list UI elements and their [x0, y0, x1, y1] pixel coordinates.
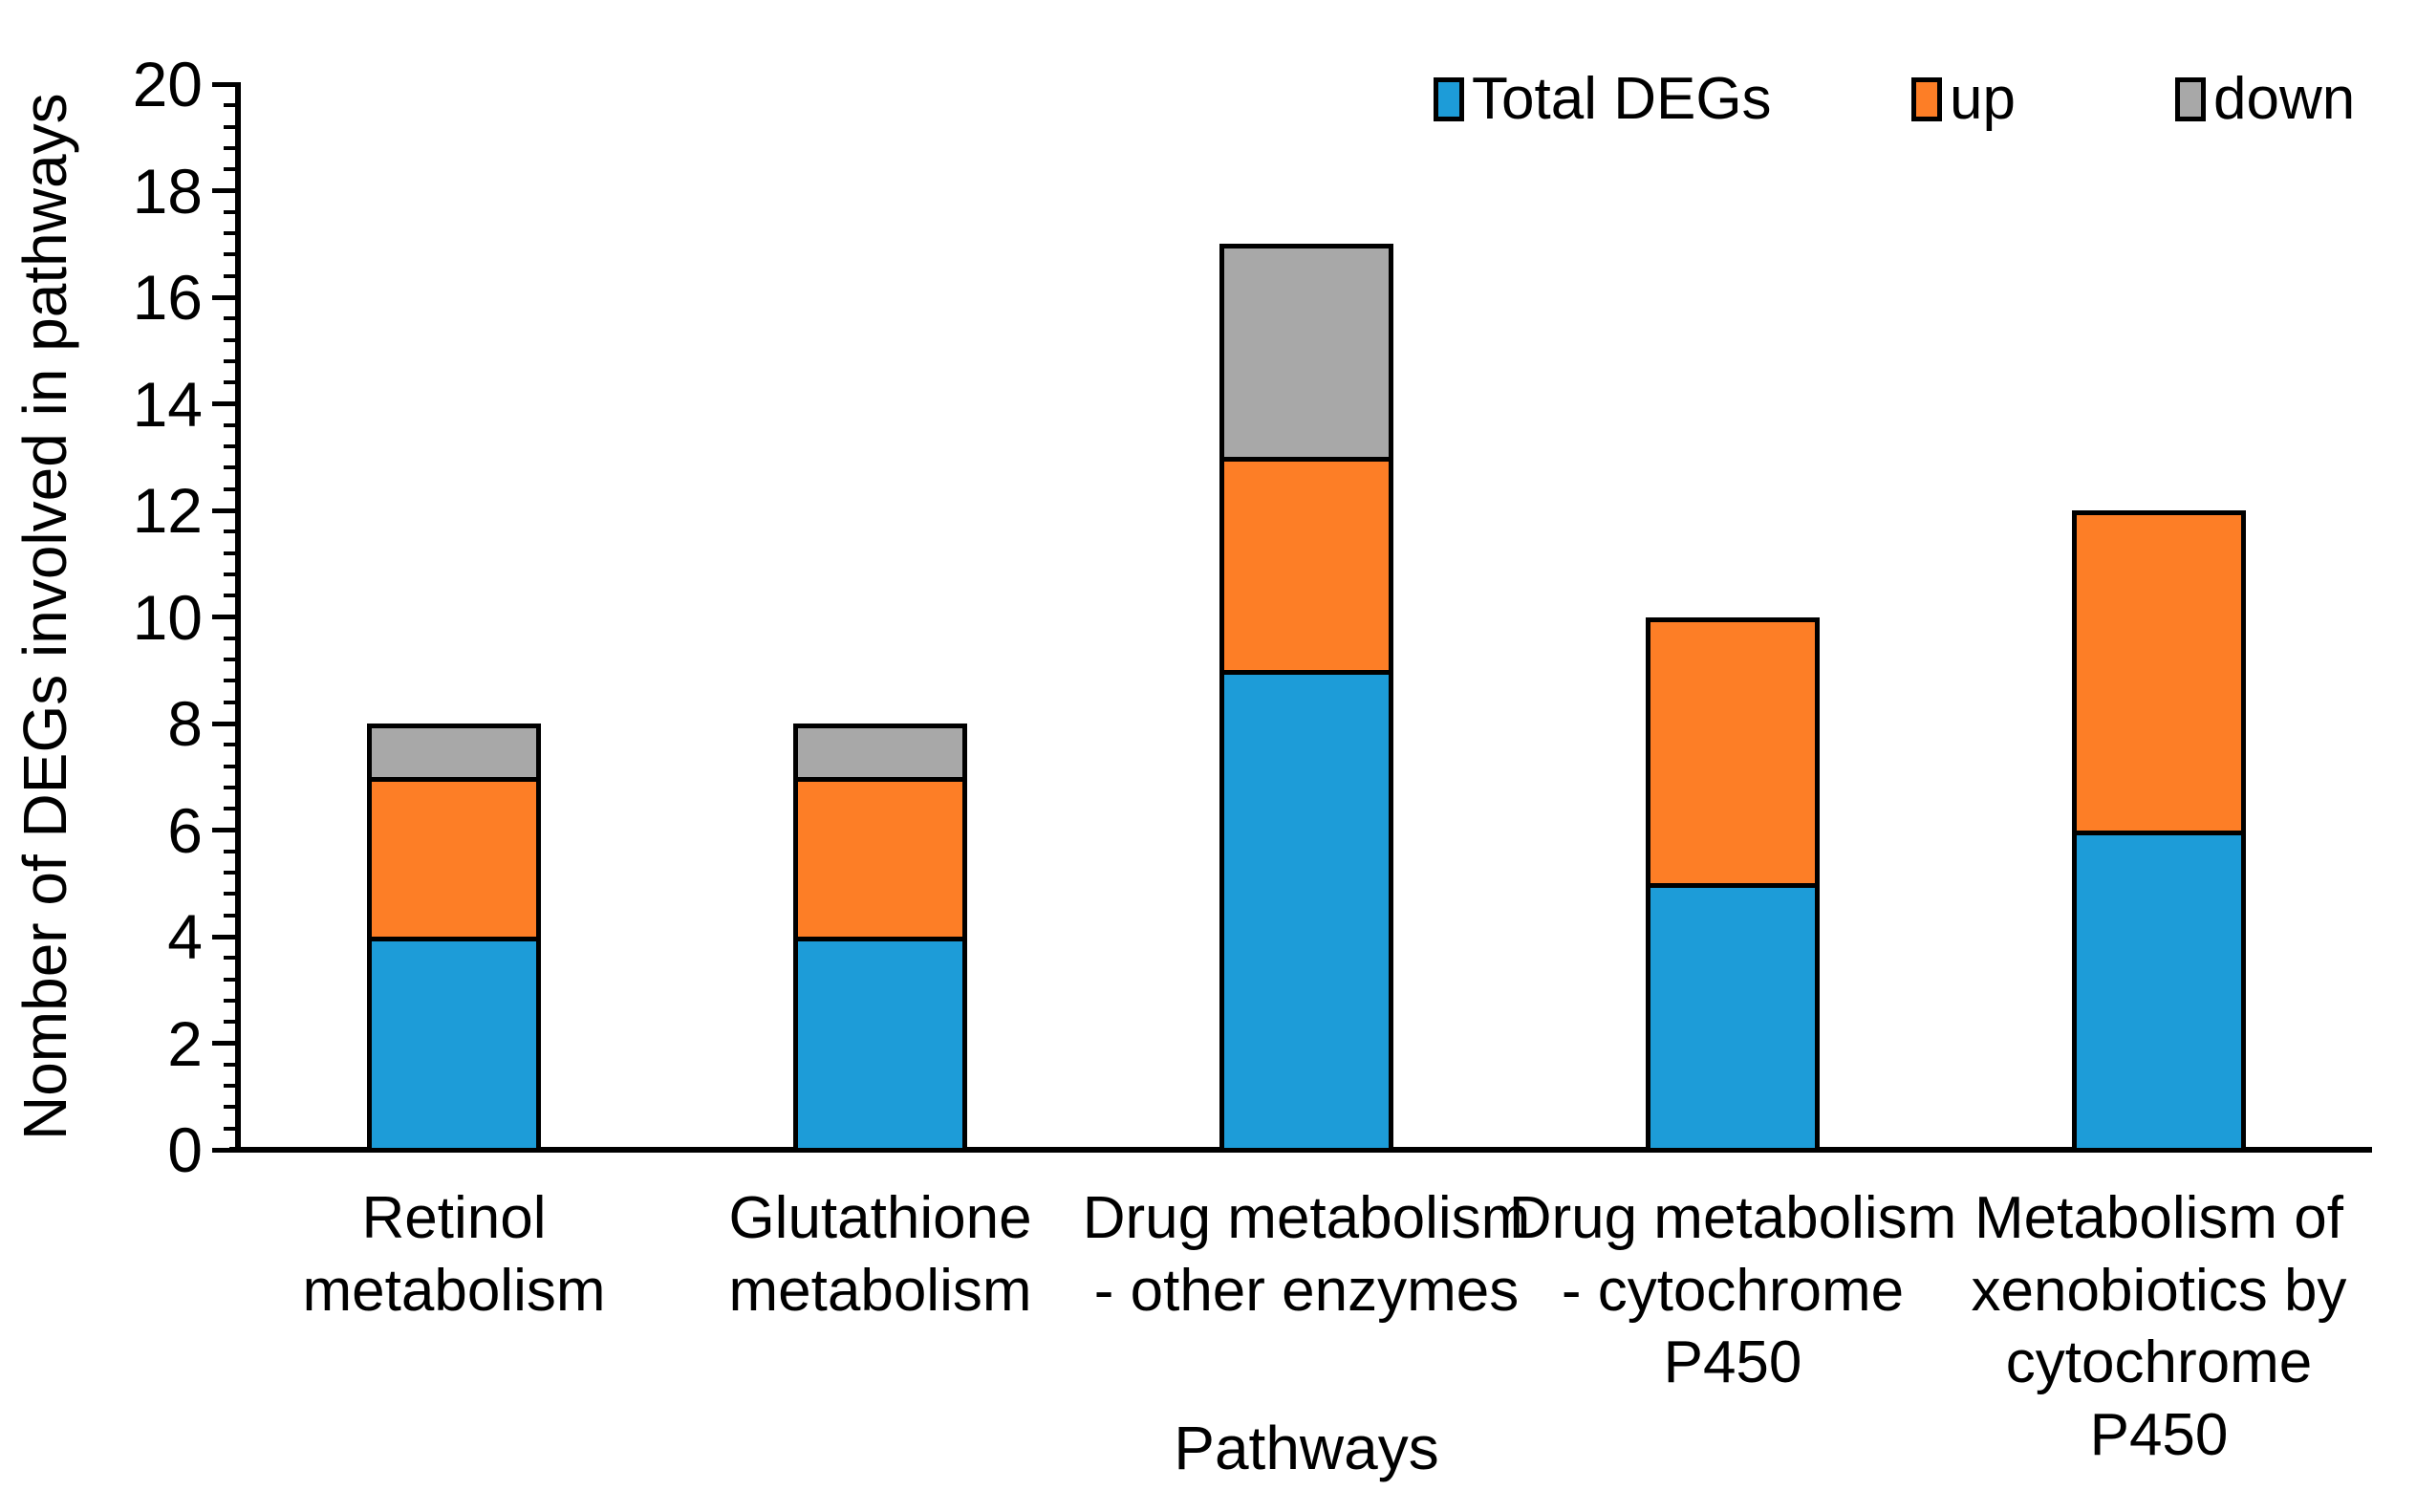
y-minor-tick — [224, 209, 235, 214]
y-tick-label: 10 — [132, 581, 203, 653]
y-minor-tick — [224, 913, 235, 918]
y-major-tick — [212, 615, 235, 619]
y-minor-tick — [224, 103, 235, 108]
y-minor-tick — [224, 316, 235, 321]
bar-segment-up — [1219, 457, 1393, 676]
bar-segment-up — [793, 776, 967, 941]
y-minor-tick — [224, 380, 235, 385]
bar-segment-total-degs — [1219, 670, 1393, 1153]
y-minor-tick — [224, 871, 235, 875]
y-minor-tick — [224, 358, 235, 363]
x-category-label: Glutathione metabolism — [728, 1185, 1032, 1324]
y-minor-tick — [224, 551, 235, 555]
legend-item-down: down — [2175, 61, 2355, 138]
legend-label: Total DEGs — [1472, 66, 1772, 132]
legend-label: down — [2213, 66, 2356, 132]
y-minor-tick — [224, 849, 235, 853]
y-minor-tick — [224, 892, 235, 896]
y-minor-tick — [224, 743, 235, 747]
y-major-tick — [212, 934, 235, 940]
bar-segment-up — [2072, 510, 2246, 835]
y-minor-tick — [224, 529, 235, 534]
y-minor-tick — [224, 145, 235, 150]
y-minor-tick — [224, 636, 235, 640]
y-major-tick — [212, 508, 235, 513]
y-minor-tick — [224, 700, 235, 704]
y-minor-tick — [224, 977, 235, 982]
y-minor-tick — [224, 1084, 235, 1089]
y-minor-tick — [224, 465, 235, 470]
y-major-tick — [212, 1041, 235, 1046]
y-major-tick — [212, 401, 235, 406]
y-minor-tick — [224, 444, 235, 449]
y-minor-tick — [224, 594, 235, 598]
y-major-tick — [212, 81, 235, 87]
legend-label: up — [1950, 66, 2016, 132]
y-minor-tick — [224, 1062, 235, 1067]
x-category-label: Drug metabolism - cytochrome P450 — [1508, 1185, 1957, 1396]
bar-segment-up — [367, 776, 541, 941]
y-minor-tick — [224, 807, 235, 811]
y-minor-tick — [224, 124, 235, 129]
x-category-label: Drug metabolism - other enzymes — [1082, 1185, 1531, 1324]
y-tick-label: 16 — [132, 262, 203, 333]
bar-segment-total-degs — [793, 937, 967, 1153]
y-tick-label: 2 — [167, 1007, 203, 1079]
y-tick-label: 0 — [167, 1114, 203, 1185]
y-minor-tick — [224, 337, 235, 342]
y-minor-tick — [224, 231, 235, 236]
y-tick-label: 8 — [167, 688, 203, 759]
bar-segment-total-degs — [2072, 830, 2246, 1153]
y-minor-tick — [224, 1126, 235, 1131]
y-minor-tick — [224, 486, 235, 491]
legend-swatch-icon — [1911, 77, 1942, 121]
y-minor-tick — [224, 679, 235, 683]
y-major-tick — [212, 294, 235, 300]
y-minor-tick — [224, 785, 235, 789]
y-tick-label: 18 — [132, 155, 203, 227]
legend: Total DEGs up down — [0, 61, 2416, 138]
y-minor-tick — [224, 1105, 235, 1110]
legend-swatch-icon — [2175, 77, 2206, 121]
legend-swatch-icon — [1434, 77, 1464, 121]
bar-segment-down — [793, 724, 967, 782]
x-category-label: Metabolism of xenobiotics by cytochrome … — [1971, 1185, 2347, 1468]
bar-segment-up — [1646, 616, 1820, 889]
legend-item-up: up — [1911, 61, 2016, 138]
y-tick-label: 12 — [132, 475, 203, 546]
y-minor-tick — [224, 252, 235, 257]
y-minor-tick — [224, 998, 235, 1003]
y-tick-label: 20 — [132, 49, 203, 119]
y-minor-tick — [224, 956, 235, 961]
y-major-tick — [212, 1147, 235, 1153]
y-tick-label: 6 — [167, 794, 203, 866]
y-minor-tick — [224, 658, 235, 662]
x-axis-title: Pathways — [1174, 1414, 1439, 1482]
y-major-tick — [212, 188, 235, 193]
bar-segment-down — [367, 724, 541, 782]
y-minor-tick — [224, 167, 235, 172]
y-minor-tick — [224, 764, 235, 768]
bar-segment-total-degs — [1646, 883, 1820, 1153]
y-minor-tick — [224, 572, 235, 576]
bar-segment-total-degs — [367, 937, 541, 1153]
y-tick-label: 14 — [132, 368, 203, 440]
y-major-tick — [212, 828, 235, 832]
y-minor-tick — [224, 422, 235, 427]
legend-item-total-degs: Total DEGs — [1434, 61, 1772, 138]
y-axis-line — [235, 82, 241, 1153]
y-minor-tick — [224, 1020, 235, 1025]
bar-segment-down — [1219, 244, 1393, 463]
y-minor-tick — [224, 273, 235, 278]
x-category-label: Retinol metabolism — [302, 1185, 606, 1324]
y-major-tick — [212, 721, 235, 726]
y-tick-label: 4 — [167, 901, 203, 972]
